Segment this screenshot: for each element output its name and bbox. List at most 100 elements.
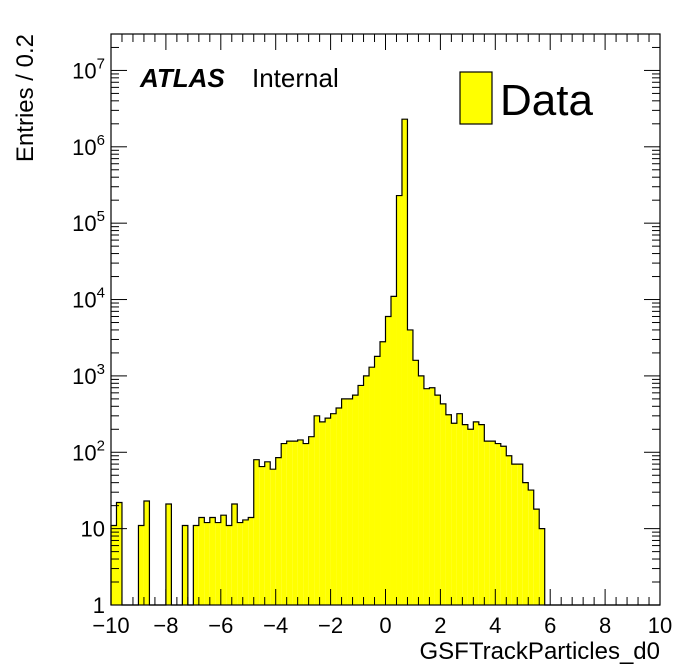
histogram-bar: [275, 457, 282, 605]
histogram-bar: [434, 395, 441, 605]
histogram-bar: [484, 441, 490, 605]
histogram-bar: [220, 515, 227, 605]
histogram-bar: [522, 482, 529, 605]
y-tick-label: 10: [81, 517, 105, 542]
histogram-bar: [319, 421, 326, 605]
histogram-bar: [369, 367, 375, 605]
histogram-bar: [286, 441, 293, 605]
histogram-bar: [281, 443, 287, 605]
histogram-bar: [226, 525, 232, 605]
x-tick-label: −8: [153, 613, 178, 638]
y-axis-ticks: [111, 33, 660, 606]
histogram-bar: [401, 119, 408, 605]
histogram-bar: [489, 441, 496, 605]
histogram-bar: [478, 424, 485, 605]
histogram-bar: [412, 360, 419, 605]
histogram-bar: [467, 429, 474, 605]
histogram-bar: [165, 504, 172, 605]
x-tick-label: −10: [92, 613, 129, 638]
histogram-bar: [292, 441, 298, 605]
x-tick-label: −4: [263, 613, 288, 638]
x-tick-label: −6: [208, 613, 233, 638]
x-tick-label: 6: [544, 613, 556, 638]
y-tick-label: 104: [72, 285, 105, 313]
histogram-bar: [330, 413, 337, 605]
histogram-bar: [325, 418, 331, 605]
histogram-bar: [380, 341, 386, 605]
histogram-bar: [407, 329, 413, 605]
x-tick-label: −2: [318, 613, 343, 638]
internal-label: Internal: [252, 63, 339, 93]
histogram-bar: [363, 375, 370, 605]
histogram-bar: [215, 522, 221, 605]
histogram-bar: [495, 443, 501, 605]
histogram-bar: [533, 509, 540, 605]
histogram-bar: [528, 490, 534, 605]
histogram-bar: [462, 424, 468, 605]
histogram-bar: [451, 423, 457, 605]
histogram-bar: [182, 525, 188, 605]
histogram-bar: [418, 375, 424, 605]
histogram-bar: [116, 502, 122, 605]
histogram-bar: [138, 525, 144, 605]
y-tick-label: 102: [72, 437, 105, 465]
histogram-bar: [231, 504, 238, 605]
histogram-bar: [445, 414, 452, 605]
histogram-bars: [111, 119, 545, 605]
atlas-label: ATLAS: [139, 63, 225, 93]
histogram-bar: [341, 398, 348, 605]
histogram-bar: [253, 459, 260, 605]
y-tick-label: 106: [72, 132, 105, 160]
histogram-bar: [358, 385, 364, 605]
histogram-bar: [143, 501, 150, 605]
histogram-bar: [506, 455, 512, 605]
y-axis-title: Entries / 0.2: [12, 34, 39, 162]
histogram-bar: [314, 415, 320, 605]
histogram-outline: [110, 118, 660, 606]
histogram-bar: [511, 464, 518, 605]
x-tick-label: 10: [648, 613, 672, 638]
histogram-bar: [500, 446, 507, 605]
x-axis-title: GSFTrackParticles_d0: [419, 638, 660, 665]
histogram-bar: [429, 387, 435, 605]
histogram-bar: [198, 517, 205, 605]
histogram-bar: [456, 413, 463, 605]
x-tick-label: 8: [599, 613, 611, 638]
histogram-bar: [297, 439, 304, 605]
histogram-bar: [209, 517, 216, 605]
histogram-bar: [440, 403, 446, 605]
x-tick-label: 4: [489, 613, 501, 638]
histogram-bar: [259, 466, 265, 605]
histogram-bar: [390, 296, 397, 605]
histogram-bar: [347, 398, 353, 605]
x-axis-ticks: [110, 34, 661, 605]
histogram-bar: [396, 195, 402, 605]
histogram-bar: [111, 525, 117, 605]
histogram-bar: [374, 356, 381, 605]
legend-entry-data: Data: [500, 76, 593, 125]
histogram-bar: [303, 443, 309, 605]
y-axis-tick-labels: 1 10 102 103 104 105 106 107: [72, 55, 105, 618]
histogram-bar: [237, 522, 243, 605]
histogram-bar: [308, 436, 315, 605]
histogram-bar: [242, 519, 249, 605]
x-tick-label: 2: [434, 613, 446, 638]
histogram-bar: [423, 388, 430, 605]
histogram-bar: [204, 522, 210, 605]
histogram-bar: [270, 469, 276, 605]
histogram-bar: [248, 517, 254, 605]
y-tick-label: 107: [72, 55, 105, 83]
y-tick-label: 105: [72, 208, 105, 236]
histogram-bar: [264, 461, 271, 605]
histogram-bar: [336, 407, 342, 605]
histogram-bar: [539, 528, 545, 605]
histogram-bar: [352, 395, 359, 605]
x-tick-label: 0: [379, 613, 391, 638]
y-tick-label: 1: [93, 593, 105, 618]
y-tick-label: 103: [72, 361, 105, 389]
histogram-bar: [193, 525, 199, 605]
x-axis-tick-labels: −10 −8 −6 −4 −2 0 2 4 6 8 10: [92, 613, 672, 638]
histogram-bar: [473, 421, 479, 605]
histogram-bar: [517, 464, 523, 605]
